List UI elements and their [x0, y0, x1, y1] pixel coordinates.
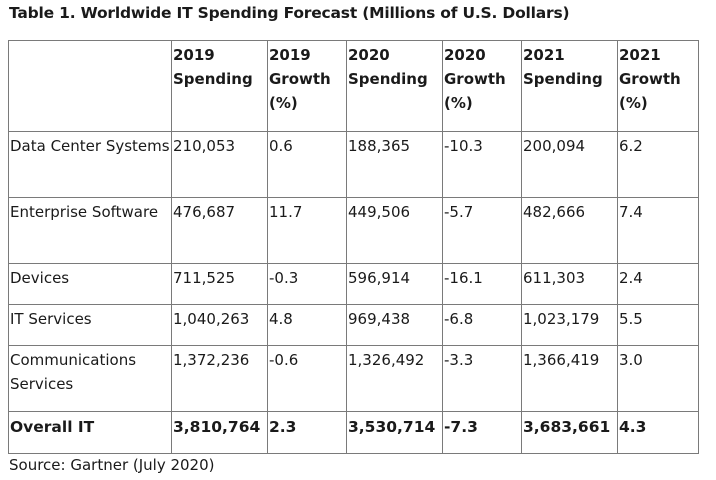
- row-label: Communications Services: [8, 345, 172, 412]
- table-cell: 2.3: [267, 411, 347, 454]
- table-row: IT Services 1,040,263 4.8 969,438 -6.8 1…: [8, 304, 699, 346]
- table-cell: 4.8: [267, 304, 347, 346]
- table-cell: 476,687: [171, 197, 268, 264]
- column-header: 2019 Spending: [171, 40, 268, 132]
- table-cell: 3,530,714: [346, 411, 443, 454]
- table-cell: 7.4: [617, 197, 699, 264]
- column-header: 2020 Spending: [346, 40, 443, 132]
- table-cell: 6.2: [617, 131, 699, 198]
- column-header: 2019 Growth (%): [267, 40, 347, 132]
- table-cell: -0.3: [267, 263, 347, 305]
- table-row: Devices 711,525 -0.3 596,914 -16.1 611,3…: [8, 263, 699, 305]
- table-cell: 611,303: [521, 263, 618, 305]
- table-cell: 11.7: [267, 197, 347, 264]
- table-cell: 1,366,419: [521, 345, 618, 412]
- row-label: Overall IT: [8, 411, 172, 454]
- table-cell: 1,040,263: [171, 304, 268, 346]
- row-label: Data Center Systems: [8, 131, 172, 198]
- row-label: IT Services: [8, 304, 172, 346]
- table-cell: -7.3: [442, 411, 522, 454]
- table-cell: 596,914: [346, 263, 443, 305]
- table-cell: 0.6: [267, 131, 347, 198]
- table-cell: 1,023,179: [521, 304, 618, 346]
- table-cell: 200,094: [521, 131, 618, 198]
- header-row: 2019 Spending 2019 Growth (%) 2020 Spend…: [8, 40, 699, 132]
- it-spending-table: 2019 Spending 2019 Growth (%) 2020 Spend…: [8, 40, 699, 454]
- total-row: Overall IT 3,810,764 2.3 3,530,714 -7.3 …: [8, 411, 699, 454]
- table-title: Table 1. Worldwide IT Spending Forecast …: [9, 4, 570, 22]
- row-label: Devices: [8, 263, 172, 305]
- table-cell: 1,326,492: [346, 345, 443, 412]
- table-cell: 5.5: [617, 304, 699, 346]
- table-cell: -10.3: [442, 131, 522, 198]
- column-header: [8, 40, 172, 132]
- table-cell: -0.6: [267, 345, 347, 412]
- table-cell: 711,525: [171, 263, 268, 305]
- table-cell: 188,365: [346, 131, 443, 198]
- table-row: Communications Services 1,372,236 -0.6 1…: [8, 345, 699, 412]
- table-cell: 969,438: [346, 304, 443, 346]
- table-cell: 3,683,661: [521, 411, 618, 454]
- table-cell: 2.4: [617, 263, 699, 305]
- source-note: Source: Gartner (July 2020): [9, 456, 215, 474]
- table-cell: 1,372,236: [171, 345, 268, 412]
- table-cell: 3,810,764: [171, 411, 268, 454]
- table-row: Data Center Systems 210,053 0.6 188,365 …: [8, 131, 699, 198]
- column-header: 2021 Spending: [521, 40, 618, 132]
- table-cell: -16.1: [442, 263, 522, 305]
- column-header: 2021 Growth (%): [617, 40, 699, 132]
- table-row: Enterprise Software 476,687 11.7 449,506…: [8, 197, 699, 264]
- row-label: Enterprise Software: [8, 197, 172, 264]
- table-cell: -6.8: [442, 304, 522, 346]
- table-cell: 449,506: [346, 197, 443, 264]
- table-cell: 482,666: [521, 197, 618, 264]
- column-header: 2020 Growth (%): [442, 40, 522, 132]
- table-cell: -3.3: [442, 345, 522, 412]
- table-cell: 3.0: [617, 345, 699, 412]
- table-cell: 4.3: [617, 411, 699, 454]
- table-cell: -5.7: [442, 197, 522, 264]
- table-cell: 210,053: [171, 131, 268, 198]
